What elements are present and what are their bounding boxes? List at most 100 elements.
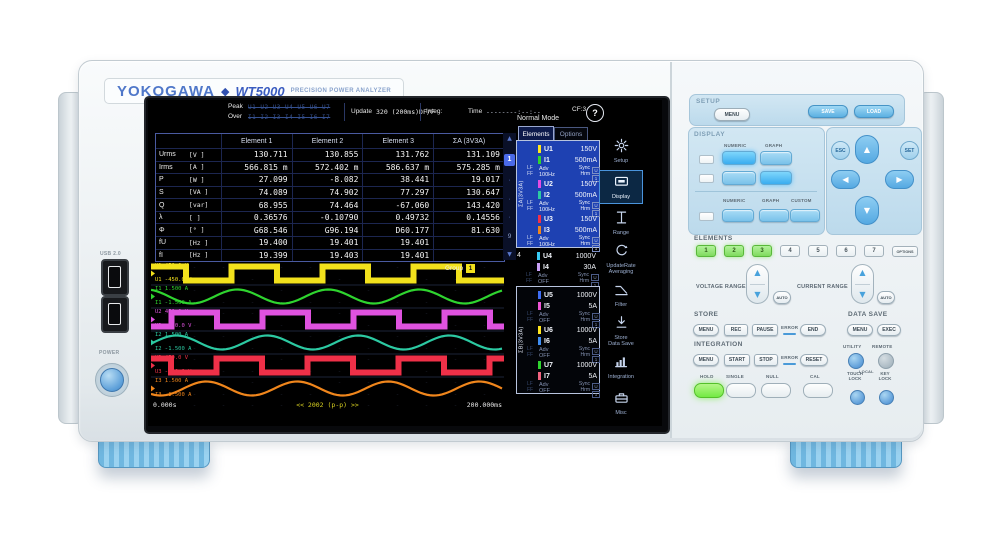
- store-title: STORE: [694, 311, 719, 318]
- display-button-2a[interactable]: [722, 171, 756, 185]
- icon-strip-item-store[interactable]: Store Data Save: [599, 314, 643, 348]
- setup-menu-button[interactable]: MENU: [714, 108, 750, 121]
- sync-hrm: Sync Hrm: [579, 311, 592, 325]
- store-end-button[interactable]: END: [800, 324, 826, 336]
- table-row: Urms [V ] 130.711 130.855 131.762 131.109: [156, 148, 504, 161]
- element-entry-u5[interactable]: U5 1000V I5 5A LF FF Adv OFF Sync Hrm U 1: [526, 289, 600, 328]
- arrow-right-button[interactable]: ▶: [885, 170, 914, 189]
- pager-down-button[interactable]: ▼: [507, 251, 512, 258]
- null-button[interactable]: [761, 383, 791, 398]
- current-row: I2 500mA: [526, 190, 600, 200]
- element-button-4[interactable]: 4: [780, 245, 800, 257]
- numeric-button-1[interactable]: [722, 151, 756, 165]
- hold-button[interactable]: [694, 383, 724, 398]
- element-entry-u3[interactable]: U3 150V I3 500mA LF FF Adv 100Hz Sync Hrm U 1: [526, 213, 600, 252]
- element-entry-u6[interactable]: U6 1000V I6 5A LF FF Adv OFF Sync Hrm U 1: [526, 324, 600, 363]
- current-range-value: 500mA: [574, 156, 597, 164]
- cal-button[interactable]: [803, 383, 833, 398]
- row-name: Φ: [159, 226, 165, 234]
- lf-flag: LF: [527, 235, 533, 241]
- arrow-left-button[interactable]: ◀: [831, 170, 860, 189]
- icon-strip-item-range[interactable]: Range: [599, 206, 643, 240]
- lf-flag: LF: [527, 381, 533, 387]
- channel-scale-top: U3 450.0 V: [155, 355, 189, 361]
- display-button-2b[interactable]: [760, 171, 792, 185]
- row-value: -8.082: [291, 174, 363, 186]
- data-save-menu-button[interactable]: MENU: [847, 324, 873, 336]
- touch-lock-button[interactable]: [850, 390, 865, 405]
- icon-strip-item-filter[interactable]: Filter: [599, 278, 643, 312]
- key-lock-button[interactable]: [879, 390, 894, 405]
- voltage-range-rocker[interactable]: ▲ ▼: [746, 264, 769, 304]
- setup-icon: [614, 138, 629, 158]
- row-name: fI: [159, 251, 163, 259]
- custom-button[interactable]: [790, 209, 820, 222]
- filter-icon: [614, 282, 629, 302]
- element-button-3[interactable]: 3: [752, 245, 772, 257]
- data-save-exec-button[interactable]: EXEC: [877, 324, 901, 336]
- store-menu-button[interactable]: MENU: [693, 324, 719, 336]
- icon-strip-item-display[interactable]: Display: [599, 170, 643, 204]
- store-rec-button[interactable]: REC: [724, 324, 748, 336]
- table-header-cell: Element 3: [362, 134, 433, 148]
- table-pager: ▲ 1 · · · 9 ▼: [503, 133, 516, 260]
- current-auto-button[interactable]: AUTO: [877, 291, 895, 304]
- power-button[interactable]: [100, 368, 124, 392]
- display-led-1: [699, 155, 714, 164]
- icon-strip-item-update-rate[interactable]: UpdateRate Averaging: [599, 242, 643, 276]
- save-button[interactable]: SAVE: [808, 105, 848, 118]
- row-value: 19.401: [362, 249, 433, 262]
- element-button-5[interactable]: 5: [808, 245, 828, 257]
- element-entry-u2[interactable]: U2 150V I2 500mA LF FF Adv 100Hz Sync Hrm U 1: [526, 178, 600, 217]
- voltage-color-swatch: [537, 252, 540, 260]
- arrow-left-icon: ◀: [842, 174, 849, 184]
- element-entry-u4[interactable]: U41000VI430ALFFFAdvOFFSyncHrmU1: [525, 250, 599, 289]
- element-entry-u7[interactable]: U7 1000V I7 5A LF FF Adv OFF Sync Hrm U 1: [526, 359, 600, 398]
- element-button-2[interactable]: 2: [724, 245, 744, 257]
- voltage-range-value: 150V: [580, 145, 597, 153]
- voltage-color-swatch: [538, 291, 541, 299]
- graph-label-1: GRAPH: [765, 143, 783, 148]
- element-button-1[interactable]: 1: [696, 245, 716, 257]
- row-value: 74.902: [291, 186, 363, 199]
- voltage-auto-button[interactable]: AUTO: [773, 291, 791, 304]
- voltage-color-swatch: [538, 326, 541, 334]
- numeric-button-2[interactable]: [722, 209, 754, 222]
- options-button[interactable]: OPTIONS: [892, 246, 918, 257]
- current-range-rocker[interactable]: ▲ ▼: [851, 264, 874, 304]
- integration-start-button[interactable]: START: [724, 354, 750, 366]
- icon-strip-item-integration[interactable]: Integration: [599, 350, 643, 384]
- sync-hrm: Sync Hrm: [579, 381, 592, 395]
- store-pause-button[interactable]: PAUSE: [752, 324, 778, 336]
- icon-strip-item-setup[interactable]: Setup: [599, 134, 643, 168]
- icon-strip-item-misc[interactable]: Misc: [599, 386, 643, 420]
- tab-elements[interactable]: Elements: [518, 126, 554, 141]
- integration-reset-button[interactable]: RESET: [800, 354, 828, 366]
- lf-flag: LF: [527, 311, 533, 317]
- element-entry-u1[interactable]: U1 150V I1 500mA LF FF Adv 100Hz Sync Hrm U 1: [526, 143, 600, 182]
- integration-stop-button[interactable]: STOP: [754, 354, 778, 366]
- arrow-up-button[interactable]: ▲: [855, 135, 879, 164]
- integration-menu-button[interactable]: MENU: [693, 354, 719, 366]
- help-button[interactable]: ?: [586, 104, 604, 122]
- element-button-7[interactable]: 7: [864, 245, 884, 257]
- graph-button-1[interactable]: [760, 151, 792, 165]
- esc-button[interactable]: ESC: [831, 141, 850, 160]
- graph-button-2[interactable]: [759, 209, 789, 222]
- set-button[interactable]: SET: [900, 141, 919, 160]
- wiring-group-b: ΣB(3V3A) U5 1000V I5 5A LF FF Adv OFF Sync Hrm U 1 U…: [516, 286, 600, 398]
- arrow-down-button[interactable]: ▼: [855, 196, 879, 225]
- display-icon: [614, 174, 629, 194]
- load-button[interactable]: LOAD: [854, 105, 894, 118]
- utility-button[interactable]: [848, 353, 864, 369]
- brand-diamond-icon: ◆: [221, 85, 230, 98]
- numeric-label-1: NUMERIC: [724, 143, 747, 148]
- pager-up-button[interactable]: ▲: [507, 135, 512, 142]
- row-value: 19.400: [220, 236, 292, 249]
- row-value: -0.10790: [291, 211, 363, 224]
- lf-flag: LF: [527, 200, 533, 206]
- single-button[interactable]: [726, 383, 756, 398]
- icon-strip-label: UpdateRate: [606, 263, 636, 269]
- element-button-6[interactable]: 6: [836, 245, 856, 257]
- current-color-swatch: [538, 372, 541, 380]
